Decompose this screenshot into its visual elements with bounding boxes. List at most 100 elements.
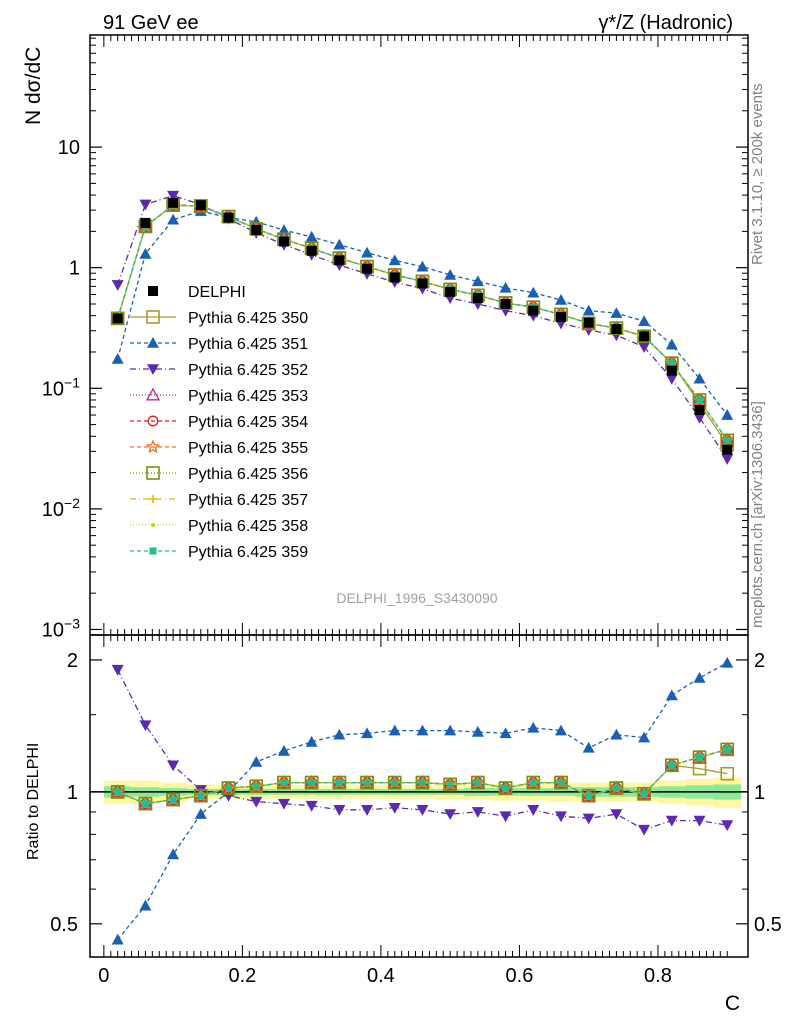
marker-point xyxy=(146,310,160,324)
main-plot: 10−3 10−2 10−1 1 10 xyxy=(42,34,749,957)
data-point xyxy=(168,197,179,208)
ratio-data-point xyxy=(638,731,651,743)
data-point xyxy=(362,263,373,274)
marker-point xyxy=(145,387,161,401)
ratio-data-point xyxy=(668,761,676,769)
data-point xyxy=(221,209,236,224)
data-point xyxy=(665,338,678,350)
ratio-data-point xyxy=(723,745,731,753)
ratio-data-point xyxy=(557,779,565,787)
data-point xyxy=(110,311,125,326)
data-point xyxy=(277,224,290,235)
ratio-data-point xyxy=(444,809,457,821)
ratio-data-point xyxy=(416,724,429,736)
data-point xyxy=(693,412,706,424)
ratio-data-point xyxy=(250,755,263,767)
main-ytick-label: 1 xyxy=(69,258,80,280)
ratio-data-point xyxy=(692,750,707,764)
legend-label: Pythia 6.425 353 xyxy=(188,388,308,405)
data-point xyxy=(693,372,706,384)
ratio-ytick-label-right: 0.5 xyxy=(754,914,782,936)
data-point xyxy=(723,436,731,444)
ratio-data-point xyxy=(720,742,735,757)
data-point xyxy=(417,278,428,289)
ratio-ytick-label-left: 2 xyxy=(67,650,78,672)
ratio-data-point xyxy=(361,727,374,739)
ratio-data-point xyxy=(194,808,207,819)
data-point xyxy=(444,268,457,280)
data-point xyxy=(668,360,676,368)
ratio-data-point xyxy=(527,805,540,816)
ratio-data-point xyxy=(665,758,679,773)
data-point xyxy=(306,245,317,256)
ratio-data-point xyxy=(305,735,318,747)
ratio-ylabel: Ratio to DELPHI xyxy=(25,743,42,860)
data-point xyxy=(251,225,262,236)
header-left: 91 GeV ee xyxy=(103,12,199,34)
data-point xyxy=(278,236,289,247)
ratio-data-point xyxy=(610,728,623,740)
ratio-data-point xyxy=(280,779,288,787)
ratio-data-point xyxy=(141,800,149,808)
ratio-data-point xyxy=(225,784,233,792)
main-ytick-label: 10 xyxy=(58,137,80,159)
data-point xyxy=(471,275,484,287)
legend-label: Pythia 6.425 359 xyxy=(188,544,308,561)
data-point xyxy=(696,396,704,404)
data-point xyxy=(638,315,651,326)
data-point xyxy=(140,217,151,228)
main-ytick-label: 10−2 xyxy=(42,495,80,521)
data-point xyxy=(637,329,651,344)
ratio-data-point xyxy=(308,779,316,787)
ratio-data-point xyxy=(277,798,290,810)
ratio-data-point xyxy=(250,796,263,808)
xtick-label: 0.6 xyxy=(506,965,534,987)
data-point xyxy=(721,454,734,465)
legend-label: Pythia 6.425 350 xyxy=(188,310,308,327)
ratio-data-point xyxy=(471,725,484,737)
ratio-data-point xyxy=(139,899,152,911)
data-point xyxy=(472,293,483,304)
data-point xyxy=(721,409,734,420)
ratio-data-point xyxy=(418,779,426,787)
data-point xyxy=(666,365,677,376)
xtick-label: 0.2 xyxy=(228,965,256,987)
watermark: DELPHI_1996_S3430090 xyxy=(336,590,497,606)
marker-point xyxy=(149,495,157,503)
ratio-data-point xyxy=(665,689,678,701)
ratio-data-point xyxy=(696,753,704,761)
ratio-data-point xyxy=(197,792,205,800)
data-point xyxy=(111,352,124,364)
data-point xyxy=(416,260,429,272)
data-point xyxy=(665,373,678,385)
rivet-label: Rivet 3.1.10, ≥ 200k events xyxy=(749,83,766,265)
ratio-data-point xyxy=(612,784,620,792)
ratio-data-point xyxy=(665,815,678,827)
legend-label: Pythia 6.425 356 xyxy=(188,466,308,483)
xtick-label: 0 xyxy=(98,965,109,987)
marker-point xyxy=(145,439,161,454)
data-point xyxy=(389,272,400,283)
ratio-data-point xyxy=(499,727,512,739)
ratio-data-point xyxy=(554,724,567,736)
marker-point xyxy=(147,364,159,375)
ratio-data-point xyxy=(138,796,153,811)
data-point xyxy=(610,307,623,318)
marker-point xyxy=(148,286,158,296)
data-point xyxy=(195,200,206,211)
ratio-data-point xyxy=(693,815,706,827)
data-point xyxy=(333,238,346,250)
ratio-data-point xyxy=(416,805,429,816)
ratio-data-point xyxy=(581,788,596,803)
data-point xyxy=(388,254,401,266)
data-point xyxy=(694,405,705,416)
data-point xyxy=(167,213,180,225)
ratio-data-point xyxy=(471,807,484,818)
ratio-data-point xyxy=(111,664,124,676)
ratio-data-point xyxy=(610,809,623,821)
ratio-data-point xyxy=(388,802,401,814)
ratio-data-point xyxy=(335,779,343,787)
ratio-data-point xyxy=(721,820,734,832)
ratio-data-point xyxy=(499,811,512,823)
